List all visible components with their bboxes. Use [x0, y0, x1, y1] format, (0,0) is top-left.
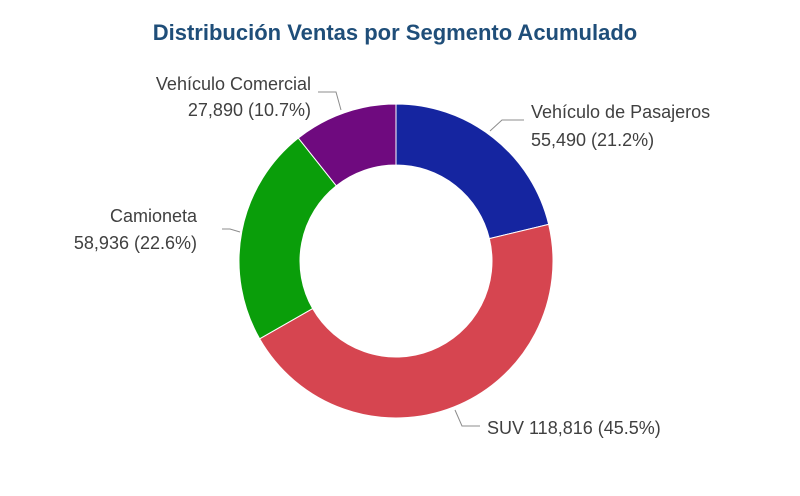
slice-label-suv: SUV 118,816 (45.5%): [487, 418, 661, 438]
leader-line-camioneta: [222, 228, 241, 233]
leader-line-vehiculo-de-pasajeros: [489, 119, 524, 132]
slice-label-value-vehiculo-de-pasajeros: 55,490 (21.2%): [531, 130, 654, 150]
leader-line-vehiculo-comercial: [318, 91, 342, 111]
slice-label-name-vehiculo-comercial: Vehículo Comercial: [156, 74, 311, 94]
leader-lines: [222, 91, 524, 427]
slice-vehiculo-de-pasajeros: [395, 103, 550, 240]
slice-labels: Vehículo de Pasajeros 55,490 (21.2%) SUV 1…: [74, 74, 710, 438]
slice-vehiculo-comercial: [297, 103, 397, 187]
slice-label-name-vehiculo-de-pasajeros: Vehículo de Pasajeros: [531, 102, 710, 122]
slice-suv: [258, 223, 554, 419]
slice-label-value-vehiculo-comercial: 27,890 (10.7%): [188, 100, 311, 120]
slice-label-value-camioneta: 58,936 (22.6%): [74, 233, 197, 253]
donut-slices: [238, 103, 554, 419]
slice-label-name-camioneta: Camioneta: [110, 206, 198, 226]
chart-title: Distribución Ventas por Segmento Acumula…: [153, 20, 637, 45]
leader-line-suv: [454, 409, 480, 427]
slice-camioneta: [238, 137, 338, 340]
